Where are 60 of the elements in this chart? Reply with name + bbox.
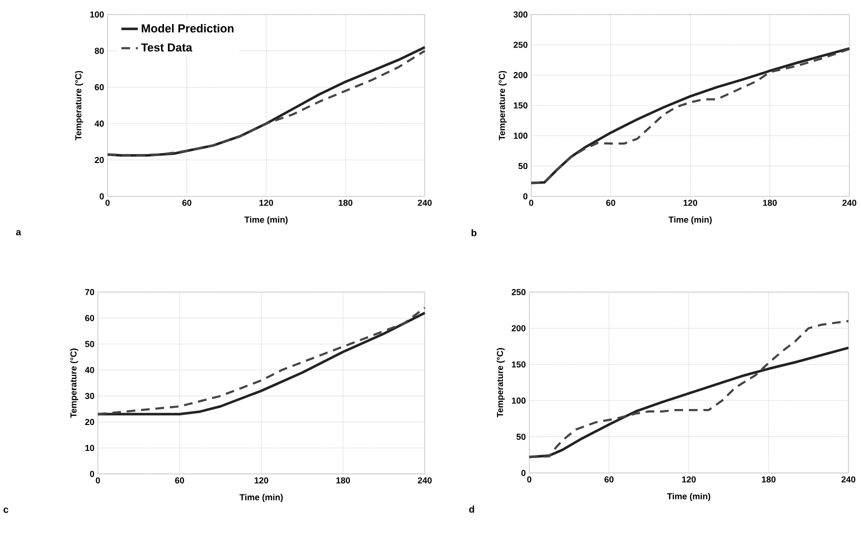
y-tick-label: 50 bbox=[516, 434, 526, 440]
x-tick-label: 240 bbox=[418, 200, 432, 206]
y-tick-label: 0 bbox=[100, 193, 104, 200]
x-tick-label: 0 bbox=[529, 200, 534, 206]
y-tick-label: 50 bbox=[85, 341, 94, 348]
y-tick-label: 300 bbox=[514, 12, 528, 18]
x-tick-label: 180 bbox=[762, 476, 776, 483]
y-axis-title: Temperature (°C) bbox=[70, 348, 78, 418]
y-tick-label: 150 bbox=[512, 362, 526, 368]
y-axis-title: Temperature (°C) bbox=[74, 71, 84, 140]
x-tick-label: 120 bbox=[259, 200, 274, 206]
y-tick-label: 80 bbox=[94, 48, 104, 54]
y-tick-label: 0 bbox=[521, 470, 526, 476]
y-tick-label: 60 bbox=[85, 315, 94, 322]
x-axis-title: Time (min) bbox=[667, 493, 710, 502]
x-tick-label: 60 bbox=[175, 478, 184, 484]
y-tick-label: 150 bbox=[514, 102, 528, 109]
y-tick-label: 10 bbox=[85, 445, 94, 452]
y-tick-label: 50 bbox=[518, 163, 528, 170]
x-tick-label: 180 bbox=[763, 200, 777, 206]
x-tick-label: 180 bbox=[338, 200, 352, 206]
x-tick-label: 120 bbox=[682, 476, 696, 483]
x-tick-label: 180 bbox=[336, 478, 350, 484]
y-tick-label: 60 bbox=[94, 84, 104, 90]
y-axis-title: Temperature (°C) bbox=[498, 71, 507, 140]
text: b bbox=[472, 229, 476, 236]
y-tick-label: 0 bbox=[523, 193, 528, 200]
y-tick-label: 0 bbox=[90, 471, 94, 478]
x-tick-label: 120 bbox=[684, 200, 698, 206]
x-tick-label: 60 bbox=[604, 476, 614, 483]
y-tick-label: 20 bbox=[94, 157, 104, 164]
x-tick-label: 240 bbox=[418, 478, 432, 484]
y-tick-label: 100 bbox=[90, 12, 104, 18]
y-tick-label: 70 bbox=[85, 289, 94, 296]
y-tick-label: 40 bbox=[94, 120, 104, 127]
y-tick-label: 200 bbox=[514, 72, 528, 78]
y-axis-title: Temperature (°C) bbox=[496, 348, 505, 418]
y-tick-label: 30 bbox=[85, 393, 94, 400]
legend-label: Model Prediction bbox=[142, 24, 234, 33]
x-tick-label: 240 bbox=[841, 476, 856, 483]
text: a bbox=[16, 230, 22, 236]
y-tick-label: 250 bbox=[514, 42, 528, 48]
x-tick-label: 60 bbox=[182, 200, 192, 206]
y-tick-label: 40 bbox=[84, 367, 94, 374]
x-axis-title: Time (min) bbox=[668, 216, 712, 225]
text: c bbox=[4, 508, 8, 514]
y-tick-label: 20 bbox=[85, 419, 94, 426]
x-axis-title: Time (min) bbox=[240, 494, 283, 502]
legend-label: Test Data bbox=[141, 44, 192, 52]
y-tick-label: 100 bbox=[514, 132, 528, 139]
x-tick-label: 120 bbox=[254, 478, 268, 484]
y-tick-label: 250 bbox=[512, 289, 526, 296]
x-axis-title: Time (min) bbox=[244, 216, 288, 225]
y-tick-label: 100 bbox=[512, 398, 526, 404]
x-tick-label: 240 bbox=[842, 200, 856, 206]
x-tick-label: 60 bbox=[606, 200, 616, 206]
x-tick-label: 0 bbox=[105, 200, 110, 206]
x-tick-label: 0 bbox=[527, 476, 532, 483]
text: d bbox=[469, 506, 474, 513]
y-tick-label: 200 bbox=[512, 325, 526, 332]
